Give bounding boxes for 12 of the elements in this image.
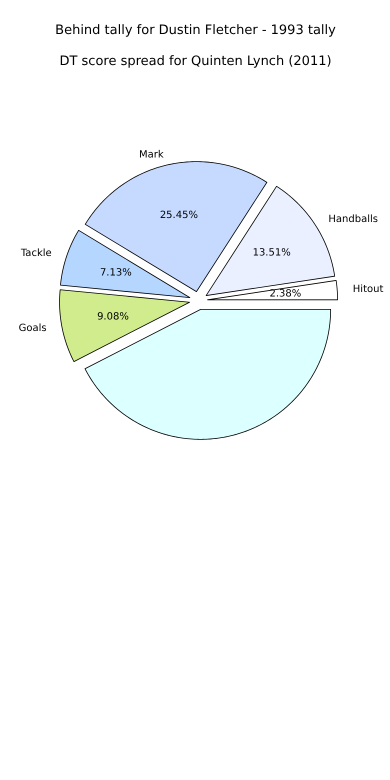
data-label: 13.51% <box>252 248 291 259</box>
slice-label: Mark <box>139 149 164 160</box>
chart-subtitle: DT score spread for Quinten Lynch (2011) <box>59 54 332 69</box>
data-label: 9.08% <box>97 311 129 322</box>
data-label: 2.38% <box>269 288 302 300</box>
data-label: 25.45% <box>160 210 198 222</box>
slice-label: Handballs <box>328 214 378 225</box>
slice-label: Goals <box>18 323 47 334</box>
data-label: 7.13% <box>100 268 132 279</box>
slice-label: Tackle <box>20 248 52 259</box>
slice-label: Hitout <box>352 284 384 295</box>
chart-title: Behind tally for Dustin Fletcher - 1993 tally <box>55 23 336 38</box>
